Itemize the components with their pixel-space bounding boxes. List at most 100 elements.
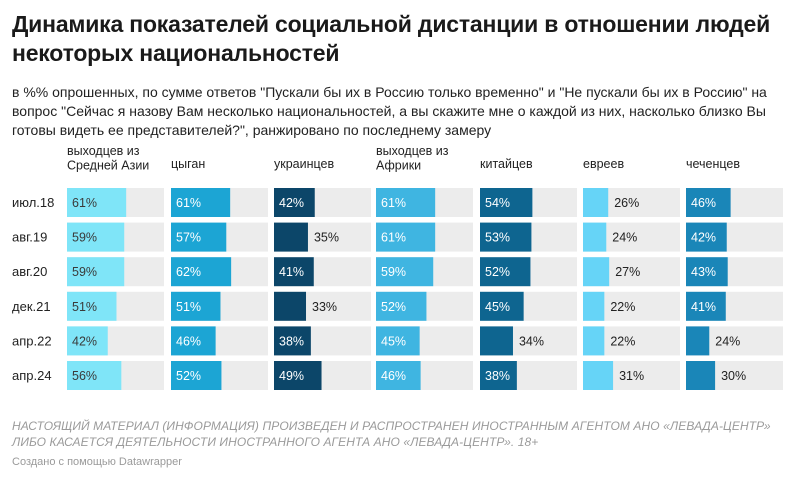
series-header: Африки bbox=[376, 159, 421, 173]
row-label: июл.18 bbox=[12, 195, 54, 210]
bar bbox=[67, 222, 125, 252]
data-label: 30% bbox=[721, 369, 746, 383]
bar bbox=[274, 291, 307, 321]
bar bbox=[274, 257, 314, 287]
data-label: 51% bbox=[176, 300, 201, 314]
bar bbox=[583, 361, 614, 390]
series-header: чеченцев bbox=[686, 157, 740, 171]
data-label: 31% bbox=[619, 369, 644, 383]
bar bbox=[67, 257, 125, 287]
data-label: 46% bbox=[381, 369, 406, 383]
row-label: апр.22 bbox=[12, 333, 52, 348]
series-header: китайцев bbox=[480, 157, 533, 171]
datawrapper-credit: Создано с помощью Datawrapper bbox=[12, 456, 182, 468]
data-label: 61% bbox=[72, 196, 97, 210]
data-label: 56% bbox=[72, 369, 97, 383]
bar bbox=[480, 326, 513, 356]
foreign-agent-notice: НАСТОЯЩИЙ МАТЕРИАЛ (ИНФОРМАЦИЯ) ПРОИЗВЕД… bbox=[12, 419, 771, 449]
bar bbox=[67, 326, 108, 356]
data-label: 61% bbox=[381, 196, 406, 210]
bar bbox=[171, 361, 222, 390]
bar bbox=[686, 257, 728, 287]
bar bbox=[686, 188, 731, 217]
data-label: 52% bbox=[381, 300, 406, 314]
data-label: 42% bbox=[691, 231, 716, 245]
data-label: 59% bbox=[72, 231, 97, 245]
data-label: 38% bbox=[485, 369, 510, 383]
bar bbox=[171, 222, 227, 252]
data-label: 51% bbox=[72, 300, 97, 314]
row-label: апр.24 bbox=[12, 368, 52, 383]
bar bbox=[274, 222, 308, 252]
data-label: 33% bbox=[312, 300, 337, 314]
data-label: 41% bbox=[691, 300, 716, 314]
bar bbox=[583, 326, 605, 356]
row-label: авг.20 bbox=[12, 264, 47, 279]
data-label: 52% bbox=[485, 265, 510, 279]
series-header: выходцев из bbox=[376, 144, 449, 158]
data-label: 24% bbox=[612, 231, 637, 245]
bar bbox=[480, 361, 517, 390]
series-header: цыган bbox=[171, 157, 205, 171]
data-label: 46% bbox=[176, 334, 201, 348]
series-header: украинцев bbox=[274, 157, 334, 171]
data-label: 45% bbox=[485, 300, 510, 314]
bar bbox=[171, 257, 232, 287]
bar bbox=[583, 257, 610, 287]
series-header: евреев bbox=[583, 157, 624, 171]
bar bbox=[376, 326, 420, 356]
bar bbox=[376, 222, 436, 252]
bar bbox=[376, 361, 421, 390]
data-label: 42% bbox=[72, 334, 97, 348]
data-label: 57% bbox=[176, 231, 201, 245]
bar bbox=[376, 291, 427, 321]
bar bbox=[67, 361, 122, 390]
data-label: 43% bbox=[691, 265, 716, 279]
bar bbox=[171, 326, 216, 356]
bar bbox=[480, 188, 533, 217]
row-label: дек.21 bbox=[12, 299, 51, 314]
bar bbox=[686, 291, 726, 321]
bar bbox=[171, 291, 221, 321]
bar bbox=[686, 326, 710, 356]
data-label: 45% bbox=[381, 334, 406, 348]
data-label: 26% bbox=[614, 196, 639, 210]
data-label: 38% bbox=[279, 334, 304, 348]
series-header: выходцев из bbox=[67, 144, 140, 158]
bar bbox=[171, 188, 231, 217]
data-label: 61% bbox=[381, 231, 406, 245]
data-label: 54% bbox=[485, 196, 510, 210]
data-label: 49% bbox=[279, 369, 304, 383]
data-label: 59% bbox=[72, 265, 97, 279]
bar bbox=[376, 188, 436, 217]
bar bbox=[67, 291, 117, 321]
data-label: 27% bbox=[615, 265, 640, 279]
data-label: 34% bbox=[519, 334, 544, 348]
data-label: 62% bbox=[176, 265, 201, 279]
data-label: 22% bbox=[610, 300, 635, 314]
bar bbox=[583, 291, 605, 321]
data-label: 35% bbox=[314, 231, 339, 245]
chart-subtitle: в %% опрошенных, по сумме ответов "Пуска… bbox=[12, 84, 767, 138]
row-label: авг.19 bbox=[12, 230, 47, 245]
bar bbox=[67, 188, 127, 217]
bar bbox=[274, 361, 322, 390]
data-label: 22% bbox=[610, 334, 635, 348]
bar bbox=[583, 188, 609, 217]
bar bbox=[480, 257, 531, 287]
bar bbox=[686, 361, 716, 390]
data-label: 42% bbox=[279, 196, 304, 210]
data-label: 53% bbox=[485, 231, 510, 245]
bar bbox=[480, 222, 532, 252]
data-label: 24% bbox=[715, 334, 740, 348]
chart-title: Динамика показателей социальной дистанци… bbox=[12, 11, 771, 66]
data-label: 59% bbox=[381, 265, 406, 279]
data-label: 41% bbox=[279, 265, 304, 279]
data-label: 52% bbox=[176, 369, 201, 383]
data-label: 46% bbox=[691, 196, 716, 210]
bar bbox=[274, 188, 315, 217]
bar bbox=[583, 222, 607, 252]
bar bbox=[376, 257, 434, 287]
series-header: Средней Азии bbox=[67, 159, 149, 173]
